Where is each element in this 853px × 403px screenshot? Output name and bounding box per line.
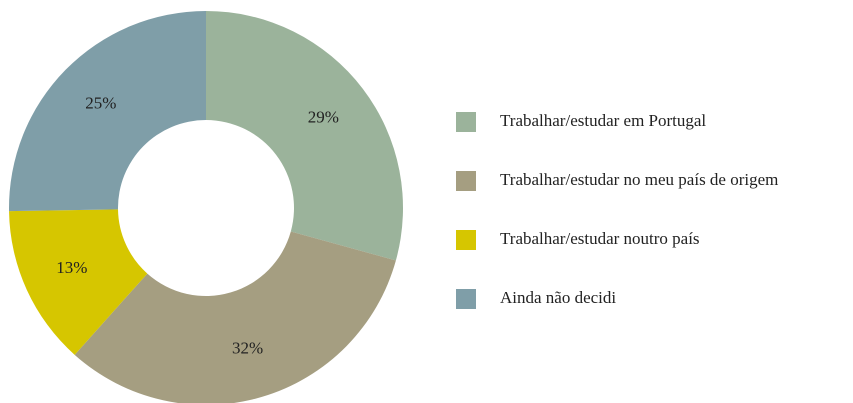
legend-label: Trabalhar/estudar em Portugal [500,111,706,130]
legend-swatch [456,171,476,191]
legend-label: Trabalhar/estudar no meu país de origem [500,170,778,189]
donut-slice [9,209,148,355]
slice-label: 29% [308,108,339,127]
slice-label: 13% [56,258,87,277]
legend-swatch [456,112,476,132]
legend-label: Ainda não decidi [500,288,616,307]
donut-slice [8,11,206,212]
legend-label: Trabalhar/estudar noutro país [500,229,700,248]
donut-slice [74,231,396,403]
legend-swatch [456,289,476,309]
slice-label: 32% [232,338,263,357]
legend-swatch [456,230,476,250]
donut-slice [206,11,403,261]
slice-label: 25% [85,93,116,112]
